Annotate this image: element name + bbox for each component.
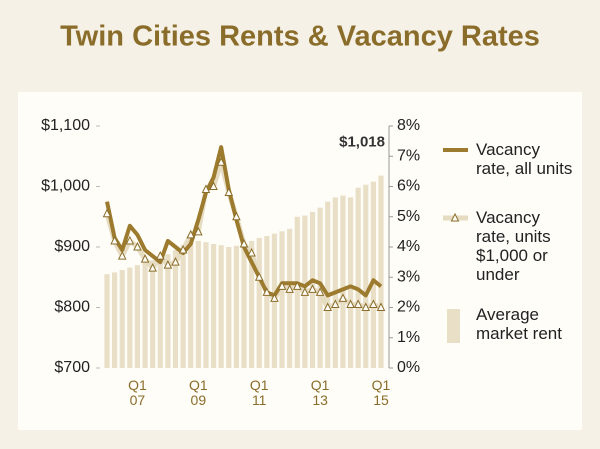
marker bbox=[247, 247, 256, 257]
bar bbox=[370, 181, 376, 368]
bar bbox=[340, 195, 346, 368]
x-tick-label: Q1 13 bbox=[310, 377, 330, 408]
marker bbox=[148, 263, 157, 272]
marker bbox=[155, 250, 165, 260]
bar bbox=[172, 250, 179, 368]
marker bbox=[178, 244, 188, 254]
marker bbox=[254, 272, 264, 281]
legend-label: Vacancy rate, all units bbox=[476, 140, 573, 178]
bar bbox=[363, 184, 369, 368]
marker bbox=[216, 157, 226, 166]
bar bbox=[165, 254, 171, 368]
x-tick-label: Q1 07 bbox=[128, 377, 147, 408]
marker bbox=[133, 241, 142, 251]
bar bbox=[127, 267, 133, 368]
bar bbox=[157, 257, 163, 368]
marker bbox=[376, 302, 386, 311]
y2-tick-label: 5% bbox=[397, 208, 420, 225]
marker bbox=[369, 299, 378, 308]
bar bbox=[180, 245, 186, 368]
marker bbox=[224, 187, 234, 197]
y-tick-label: $900 bbox=[54, 238, 90, 255]
bar bbox=[347, 197, 354, 368]
bar bbox=[241, 243, 247, 368]
bar bbox=[249, 240, 255, 368]
marker bbox=[262, 287, 272, 296]
marker bbox=[353, 299, 363, 308]
bar bbox=[195, 240, 201, 368]
marker bbox=[300, 287, 310, 296]
marker bbox=[308, 284, 317, 293]
marker bbox=[277, 281, 287, 290]
y2-tick-label: 8% bbox=[397, 117, 420, 134]
bar bbox=[332, 197, 338, 368]
y-tick-label: $800 bbox=[54, 299, 90, 316]
bar bbox=[142, 262, 148, 368]
bar bbox=[294, 216, 300, 368]
legend-swatch bbox=[447, 309, 460, 343]
y2-tick-label: 4% bbox=[397, 238, 420, 255]
marker bbox=[140, 253, 150, 263]
chart-panel bbox=[18, 92, 582, 430]
marker bbox=[186, 229, 196, 239]
bar bbox=[233, 245, 239, 368]
marker bbox=[209, 181, 218, 190]
bar bbox=[287, 228, 293, 368]
x-tick-label: Q1 11 bbox=[249, 377, 269, 408]
marker bbox=[171, 257, 180, 266]
y-tick-label: $700 bbox=[54, 359, 90, 376]
marker bbox=[117, 250, 127, 260]
bar bbox=[226, 247, 232, 368]
marker bbox=[315, 287, 325, 296]
marker bbox=[232, 211, 241, 221]
bar bbox=[104, 274, 110, 368]
marker bbox=[194, 226, 203, 236]
bar bbox=[210, 243, 217, 368]
y2-tick-label: 0% bbox=[397, 359, 420, 376]
bar bbox=[378, 175, 384, 368]
bar bbox=[256, 237, 262, 368]
chart-title: Twin Cities Rents & Vacancy Rates bbox=[60, 21, 540, 53]
marker bbox=[201, 184, 211, 194]
marker bbox=[163, 260, 173, 269]
y2-tick-label: 6% bbox=[397, 178, 420, 195]
marker bbox=[331, 299, 340, 308]
y2-tick-label: 1% bbox=[397, 329, 420, 346]
y-tick-label: $1,100 bbox=[41, 117, 90, 134]
marker bbox=[292, 281, 302, 290]
marker bbox=[270, 293, 279, 302]
x-tick-label: Q1 15 bbox=[371, 377, 391, 408]
marker bbox=[323, 302, 333, 311]
bar bbox=[264, 236, 270, 368]
bar bbox=[355, 187, 361, 368]
value-label: $1,018 bbox=[339, 134, 385, 151]
bar bbox=[279, 231, 285, 368]
marker bbox=[239, 238, 249, 248]
bar bbox=[119, 269, 125, 368]
marker bbox=[285, 284, 294, 293]
y2-tick-label: 7% bbox=[397, 147, 420, 164]
y2-tick-label: 3% bbox=[397, 268, 420, 285]
x-tick-label: Q1 09 bbox=[188, 377, 208, 408]
bar bbox=[188, 242, 194, 368]
y2-tick-label: 2% bbox=[397, 299, 420, 316]
bar bbox=[112, 272, 118, 368]
legend-marker bbox=[450, 212, 460, 222]
bar bbox=[150, 260, 156, 368]
bar bbox=[203, 242, 209, 368]
marker bbox=[102, 208, 112, 218]
marker bbox=[346, 299, 355, 308]
marker bbox=[338, 293, 348, 302]
bar bbox=[325, 201, 331, 368]
bar bbox=[218, 245, 224, 368]
marker bbox=[110, 235, 119, 245]
bar bbox=[134, 265, 141, 368]
legend-label: Average market rent bbox=[476, 305, 562, 343]
marker bbox=[125, 235, 135, 245]
y-tick-label: $1,000 bbox=[41, 178, 90, 195]
marker bbox=[361, 302, 371, 311]
legend-label: Vacancy rate, units $1,000 or under bbox=[476, 208, 551, 284]
